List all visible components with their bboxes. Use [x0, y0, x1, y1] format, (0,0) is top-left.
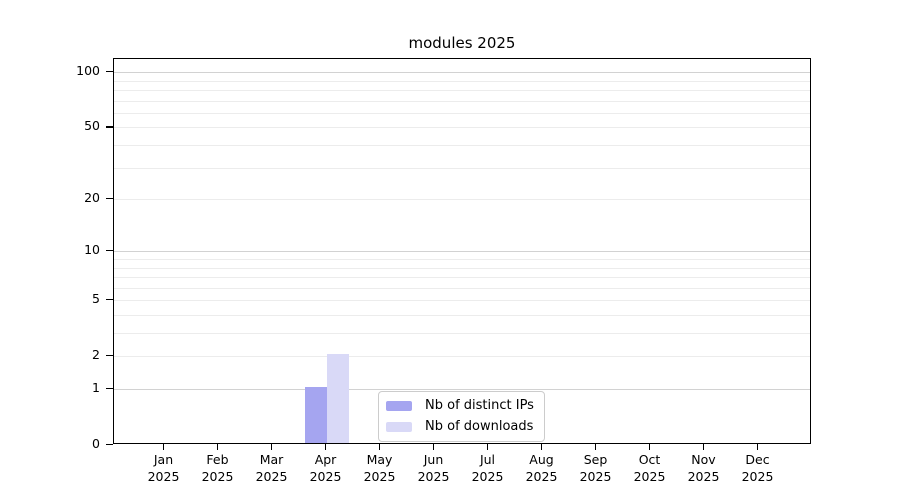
x-tick-mark: [217, 444, 219, 450]
y-tick-mark: [106, 388, 113, 390]
x-axis: Jan 2025 Feb 2025 Mar 2025 Apr 2025 May 2025 Jun 20…: [113, 444, 811, 500]
minor-gridline: [114, 315, 810, 316]
legend-label: Nb of distinct IPs: [425, 398, 534, 413]
legend: Nb of distinct IPs Nb of downloads: [378, 391, 545, 442]
x-tick-mark: [487, 444, 489, 450]
x-tick-mark: [703, 444, 705, 450]
x-tick-label: Dec 2025: [741, 452, 774, 484]
minor-gridline: [114, 113, 810, 114]
y-tick-label: 10: [84, 242, 100, 258]
y-tick-label: 0: [92, 436, 100, 451]
minor-gridline: [114, 287, 810, 289]
minor-gridline: [114, 259, 810, 260]
plot-area: [113, 58, 811, 444]
y-tick-mark: [106, 355, 113, 357]
x-tick-label: Aug 2025: [525, 452, 558, 484]
y-tick-mark: [106, 444, 113, 446]
x-tick-mark: [163, 444, 165, 450]
y-tick-mark: [106, 126, 113, 128]
minor-gridline: [114, 145, 810, 147]
y-tick-mark: [106, 250, 113, 252]
major-gridline: [114, 251, 810, 253]
y-tick-mark: [106, 71, 113, 73]
bar-downloads: [326, 354, 349, 443]
x-tick-mark: [649, 444, 651, 450]
y-tick-label: 20: [84, 190, 100, 206]
y-tick-label: 2: [92, 347, 100, 363]
x-tick-label: Feb 2025: [201, 452, 234, 484]
x-tick-label: Jul 2025: [471, 452, 504, 484]
legend-swatch-icon: [386, 401, 412, 411]
minor-gridline: [114, 199, 810, 201]
legend-item: Nb of distinct IPs: [386, 398, 534, 414]
x-tick-label: Mar 2025: [255, 452, 288, 484]
x-tick-label: Nov 2025: [687, 452, 720, 484]
x-tick-mark: [757, 444, 759, 450]
minor-gridline: [114, 167, 810, 169]
y-tick-mark: [106, 198, 113, 200]
minor-gridline: [114, 267, 810, 269]
minor-gridline: [114, 300, 810, 302]
major-gridline: [114, 389, 810, 390]
minor-gridline: [114, 277, 810, 278]
minor-gridline: [114, 127, 810, 129]
x-tick-label: Apr 2025: [309, 452, 342, 484]
chart-title: modules 2025: [408, 34, 516, 52]
x-tick-mark: [325, 444, 327, 450]
bar-distinct-ips: [304, 387, 327, 443]
x-tick-mark: [379, 444, 381, 450]
legend-item: Nb of downloads: [386, 419, 534, 435]
major-gridline: [114, 72, 810, 74]
y-tick-label: 1: [92, 380, 100, 395]
y-axis: 0 1 2 5 10 20 50 100: [0, 58, 113, 451]
y-tick-label: 5: [92, 291, 100, 307]
x-tick-mark: [271, 444, 273, 450]
x-tick-mark: [433, 444, 435, 450]
minor-gridline: [114, 80, 810, 82]
x-tick-mark: [541, 444, 543, 450]
x-tick-label: Oct 2025: [633, 452, 666, 484]
y-tick-label: 50: [84, 118, 100, 134]
y-tick-mark: [106, 299, 113, 301]
x-tick-label: Jun 2025: [417, 452, 450, 484]
x-tick-label: Jan 2025: [147, 452, 180, 484]
minor-gridline: [114, 100, 810, 102]
x-tick-label: May 2025: [363, 452, 396, 484]
legend-swatch-icon: [386, 422, 412, 432]
legend-label: Nb of downloads: [425, 419, 534, 434]
x-tick-mark: [595, 444, 597, 450]
y-tick-label: 100: [76, 63, 100, 79]
x-tick-label: Sep 2025: [579, 452, 612, 484]
minor-gridline: [114, 356, 810, 358]
minor-gridline: [114, 333, 810, 334]
minor-gridline: [114, 90, 810, 92]
